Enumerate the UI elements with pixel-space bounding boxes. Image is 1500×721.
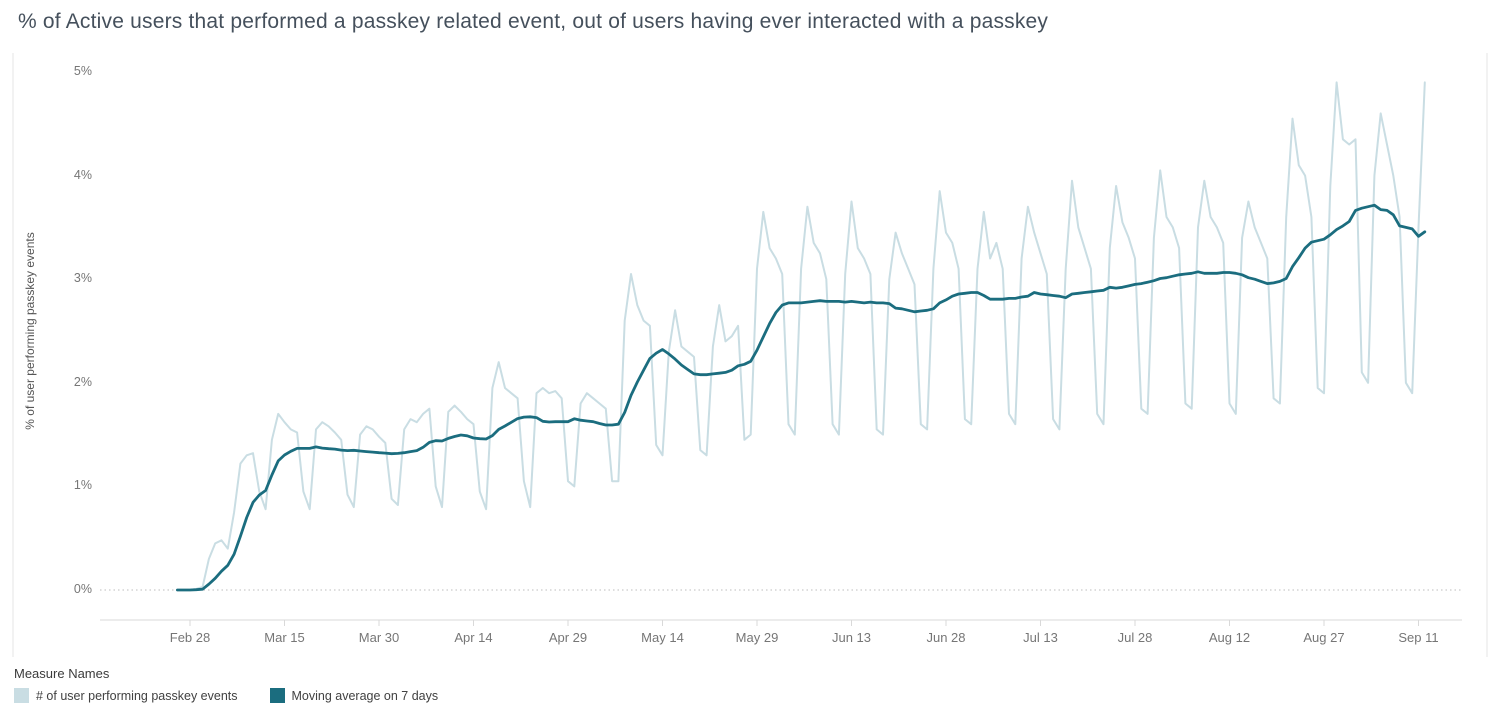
y-tick-label: 0% — [73, 582, 92, 596]
y-tick-label: 4% — [73, 167, 92, 182]
x-tick-label: Mar 15 — [264, 630, 305, 645]
x-tick-label: May 29 — [735, 630, 779, 645]
daily-series-line[interactable] — [176, 81, 1426, 591]
legend-label-moving-average: Moving average on 7 days — [291, 688, 439, 703]
page-title: % of Active users that performed a passk… — [18, 10, 1049, 33]
x-tick-label: May 14 — [641, 630, 684, 645]
legend-title: Measure Names — [14, 666, 110, 681]
x-tick-label: Feb 28 — [169, 630, 211, 645]
x-tick-label: Jul 13 — [1023, 630, 1058, 645]
legend-label-daily-series: # of user performing passkey events — [36, 688, 238, 703]
legend-items: # of user performing passkey events Movi… — [14, 688, 470, 703]
line-chart-plot[interactable] — [0, 45, 1500, 662]
y-tick-label: 5% — [73, 64, 92, 78]
chart-panel: % of user performing passkey events 0% 1%… — [0, 45, 1500, 662]
y-tick-label: 1% — [73, 478, 92, 493]
x-tick-label: Jul 28 — [1117, 630, 1153, 645]
x-tick-label: Apr 14 — [454, 630, 493, 645]
legend-item-moving-average[interactable]: Moving average on 7 days — [269, 688, 439, 703]
y-tick-label: 2% — [73, 374, 92, 389]
x-tick-label: Jun 13 — [831, 630, 872, 645]
x-tick-label: Mar 30 — [358, 630, 400, 645]
x-tick-label: Apr 29 — [548, 630, 588, 645]
x-axis-tick-marks — [189, 620, 1419, 626]
x-tick-label: Aug 27 — [1303, 630, 1345, 645]
legend-swatch-moving-average — [269, 688, 285, 703]
x-tick-label: Jun 28 — [926, 630, 966, 645]
legend-swatch-daily-series — [14, 688, 29, 703]
legend-item-daily-series[interactable]: # of user performing passkey events — [14, 688, 238, 703]
x-tick-label: Aug 12 — [1208, 630, 1251, 645]
y-axis-title: % of user performing passkey events — [23, 232, 37, 430]
x-tick-label: Sep 11 — [1398, 630, 1439, 645]
legend: Measure Names # of user performing passk… — [14, 666, 470, 703]
y-tick-label: 3% — [73, 271, 92, 286]
moving-average-line[interactable] — [175, 203, 1427, 592]
